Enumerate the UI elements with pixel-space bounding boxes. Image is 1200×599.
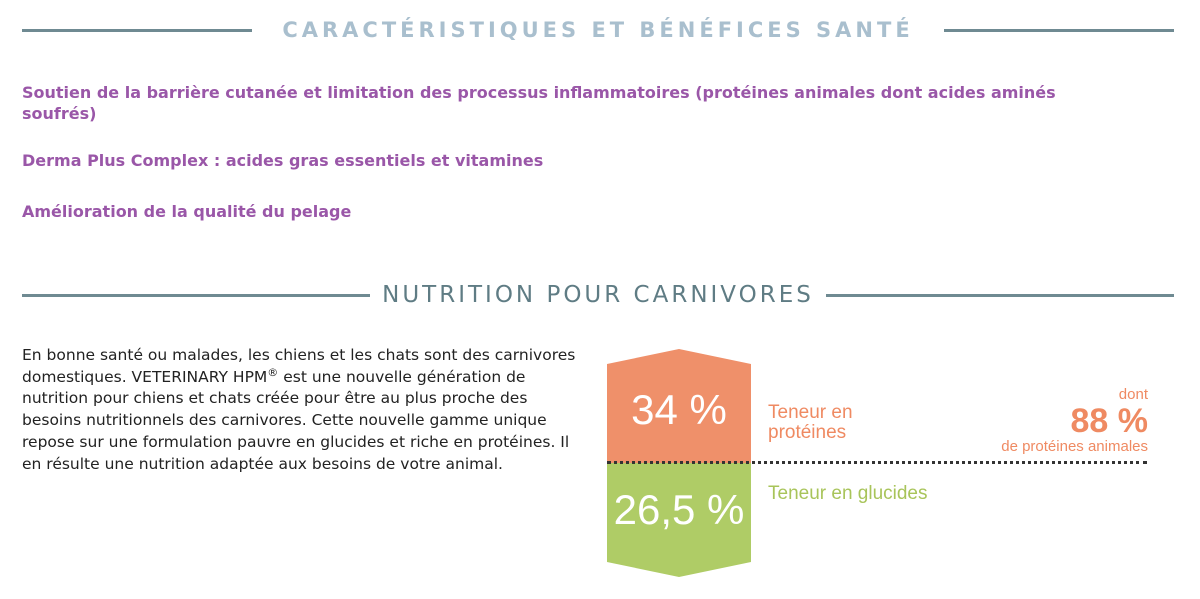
protein-label: Teneur en protéines [768,402,853,443]
dotted-divider [607,461,1147,464]
registered-mark: ® [267,365,279,379]
description-text-part1: En bonne santé ou malades, les chiens et… [22,346,576,386]
header-rule-left [22,28,253,32]
header-rule-left [22,293,371,297]
section-title-benefits: CARACTÉRISTIQUES ET BÉNÉFICES SANTÉ [282,18,914,42]
benefit-item-derma-plus: Derma Plus Complex : acides gras essenti… [22,151,544,170]
animal-protein-value: 88 % [1070,402,1149,440]
header-rule-right [825,293,1174,297]
header-rule-right [943,28,1175,32]
section-header-benefits: CARACTÉRISTIQUES ET BÉNÉFICES SANTÉ [22,15,1175,45]
carb-infographic-block: 26,5 % [607,463,751,577]
section-header-nutrition: NUTRITION POUR CARNIVORES [22,280,1174,310]
nutrition-description: En bonne santé ou malades, les chiens et… [22,345,582,475]
description-text-part2: est une nouvelle génération de nutrition… [22,367,570,473]
benefit-item-coat-quality: Amélioration de la qualité du pelage [22,202,352,221]
protein-value: 34 % [631,386,727,433]
protein-infographic-block: 34 % [607,349,751,463]
animal-protein-callout: dont 88 % de protéines animales [1001,386,1148,456]
animal-protein-label: de protéines animales [1001,438,1148,455]
carb-value: 26,5 % [613,486,745,533]
section-title-nutrition: NUTRITION POUR CARNIVORES [382,282,814,308]
carb-label: Teneur en glucides [768,483,928,504]
benefit-item-skin-barrier: Soutien de la barrière cutanée et limita… [22,83,1056,123]
animal-protein-prefix: dont [1118,386,1148,403]
